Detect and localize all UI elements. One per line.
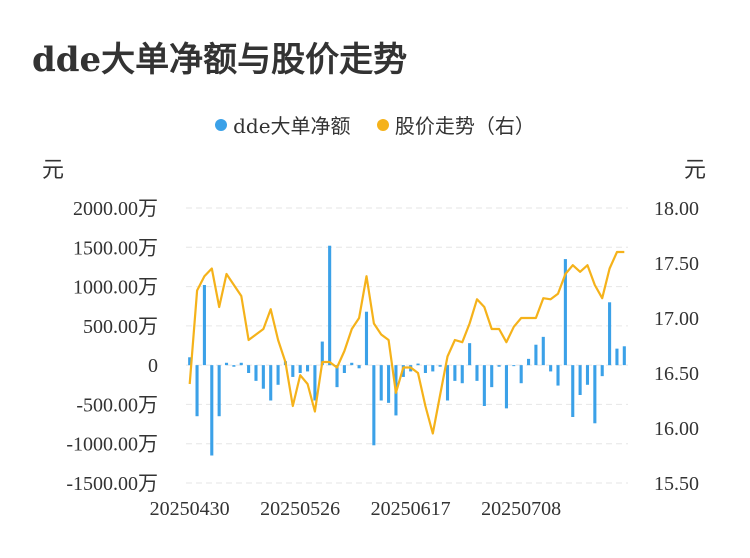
dde-bar — [579, 365, 582, 395]
dde-bar — [439, 365, 442, 367]
dde-bar — [490, 365, 493, 387]
dde-bar — [291, 365, 294, 377]
dde-bar — [343, 365, 346, 373]
y-left-tick-label: 1500.00万 — [73, 237, 158, 259]
y-right-tick-label: 17.50 — [654, 253, 699, 275]
dde-bar — [358, 365, 361, 368]
dde-bar — [350, 363, 353, 365]
dde-bar — [417, 364, 420, 366]
y-left-unit: 元 — [42, 157, 64, 182]
dde-bar — [571, 365, 574, 417]
dde-bar — [240, 363, 243, 365]
y-left-tick-label: 2000.00万 — [73, 198, 158, 220]
y-left-tick-label: 1000.00万 — [73, 277, 158, 299]
dde-bar — [461, 365, 464, 383]
dde-bar — [196, 365, 199, 416]
dde-bar — [313, 365, 316, 400]
y-left-tick-label: -1500.00万 — [66, 473, 158, 495]
dde-bar — [431, 365, 434, 371]
dde-bar — [468, 343, 471, 365]
dde-bar — [372, 365, 375, 445]
dde-bar — [512, 365, 515, 366]
dde-bar — [262, 365, 265, 389]
dde-bar — [218, 365, 221, 416]
y-left-tick-label: 0 — [148, 355, 158, 377]
dde-bar — [299, 365, 302, 373]
dde-bar — [608, 302, 611, 365]
dde-bar — [225, 363, 228, 365]
y-left-tick-label: 500.00万 — [83, 316, 158, 338]
dde-bar — [601, 365, 604, 376]
x-tick-label: 20250708 — [481, 498, 561, 520]
dde-bar — [306, 365, 309, 371]
dde-bar — [534, 345, 537, 365]
dde-bar — [483, 365, 486, 406]
y-right-tick-label: 18.00 — [654, 198, 699, 220]
y-right-tick-label: 15.50 — [654, 473, 699, 495]
x-tick-label: 20250430 — [150, 498, 230, 520]
y-right-tick-label: 17.00 — [654, 308, 699, 330]
dde-bar — [623, 346, 626, 365]
x-tick-label: 20250526 — [260, 498, 340, 520]
dde-bar — [542, 337, 545, 365]
dde-bar — [328, 246, 331, 365]
dde-bar — [453, 365, 456, 381]
dde-bar — [277, 365, 280, 385]
dde-bar — [365, 312, 368, 365]
y-right-tick-label: 16.50 — [654, 363, 699, 385]
dde-bar — [586, 365, 589, 385]
y-right-unit: 元 — [684, 157, 706, 182]
dde-bar — [446, 365, 449, 400]
dde-bar — [475, 365, 478, 381]
dde-bar — [527, 359, 530, 365]
dde-bar — [498, 365, 501, 367]
dde-bar — [520, 365, 523, 383]
price-line — [190, 252, 625, 434]
dde-bar — [380, 365, 383, 400]
dde-bar — [232, 365, 235, 367]
dde-bar — [556, 365, 559, 385]
y-right-tick-label: 16.00 — [654, 418, 699, 440]
dde-bar — [505, 365, 508, 408]
dde-bar — [254, 365, 257, 381]
x-tick-label: 20250617 — [371, 498, 451, 520]
dde-bar — [424, 365, 427, 373]
dde-bar — [210, 365, 213, 455]
dde-bar — [549, 365, 552, 371]
dde-bar — [593, 365, 596, 423]
y-left-tick-label: -1000.00万 — [66, 434, 158, 456]
dde-bar — [203, 285, 206, 365]
dde-bar — [387, 365, 390, 403]
dde-bar — [615, 349, 618, 366]
y-left-tick-label: -500.00万 — [76, 394, 158, 416]
dde-bar — [269, 365, 272, 400]
dde-bar — [247, 365, 250, 373]
